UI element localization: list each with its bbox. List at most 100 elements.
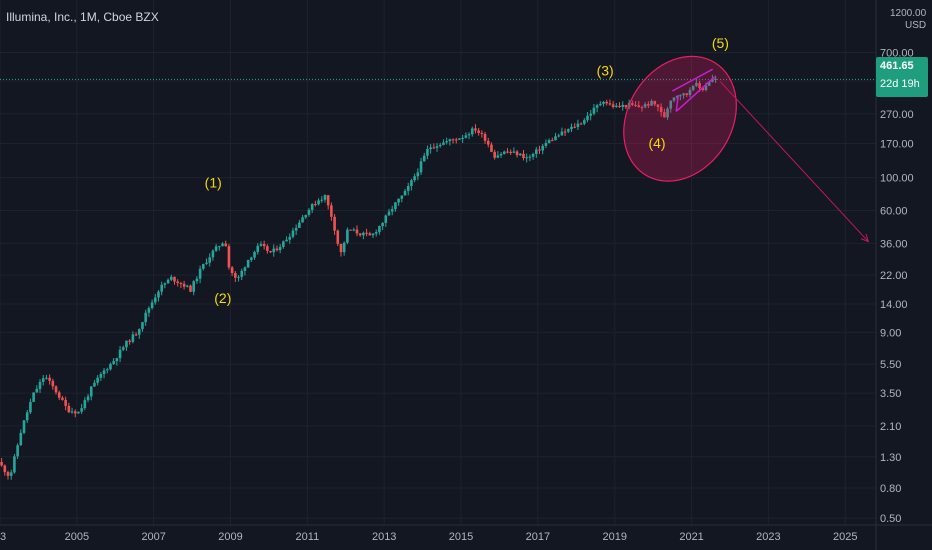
candle-body — [237, 276, 240, 278]
candle-body — [288, 236, 292, 240]
price-tick-label: 2.10 — [880, 421, 901, 433]
candle-body — [45, 377, 48, 379]
wedge-lower-line — [675, 76, 716, 113]
candle-body — [282, 241, 285, 247]
candle-body — [80, 408, 83, 412]
candle-body — [307, 209, 311, 215]
candle-body — [205, 262, 208, 264]
candle-body — [663, 112, 666, 118]
candle-body — [294, 227, 298, 231]
top-price-label: 1200.00 — [890, 8, 927, 19]
candle-body — [246, 259, 250, 268]
candle-body — [544, 142, 548, 146]
candle-body — [599, 103, 602, 106]
candle-body — [397, 198, 400, 203]
candle-body — [656, 104, 660, 107]
candle-body — [647, 104, 650, 106]
candle-body — [454, 139, 458, 141]
candle-body — [704, 85, 708, 91]
candle-body — [608, 103, 612, 105]
candle-body — [384, 215, 388, 223]
candle-body — [125, 340, 128, 348]
candle-body — [589, 113, 593, 116]
candle-body — [371, 233, 375, 236]
candle-body — [157, 291, 160, 298]
candle-body — [41, 378, 45, 382]
candle-body — [256, 245, 260, 252]
candle-body — [54, 386, 58, 393]
candle-body — [195, 278, 199, 282]
candle-body — [259, 244, 263, 246]
candle-body — [275, 248, 279, 251]
candle-body — [438, 144, 442, 147]
candle-body — [422, 155, 426, 162]
candle-body — [621, 104, 625, 107]
candle-body — [336, 230, 340, 244]
price-tick-label: 3.50 — [880, 388, 901, 400]
time-tick-label: 2025 — [833, 531, 857, 543]
time-tick-label: 2023 — [756, 531, 780, 543]
candle-body — [615, 105, 618, 107]
candle-body — [121, 347, 125, 350]
candle-body — [563, 131, 567, 133]
candle-body — [358, 233, 362, 236]
candle-body — [240, 270, 244, 277]
price-tick-label: 14.00 — [880, 299, 908, 311]
wave-label: (2) — [214, 290, 231, 306]
candle-body — [218, 246, 221, 248]
candle-body — [493, 151, 496, 158]
candle-body — [378, 226, 381, 233]
candle-body — [112, 361, 115, 364]
candle-body — [406, 186, 410, 191]
wave-label: (4) — [648, 135, 665, 151]
candle-body — [522, 153, 525, 159]
price-tick-label: 270.00 — [880, 109, 914, 121]
candle-body — [554, 136, 557, 141]
candle-body — [29, 401, 32, 413]
candle-body — [506, 151, 509, 153]
candle-body — [624, 104, 628, 108]
candle-body — [285, 239, 288, 242]
time-tick-label: 2005 — [65, 531, 89, 543]
candle-body — [605, 101, 609, 104]
wave-label: (5) — [712, 35, 729, 51]
candle-body — [416, 172, 420, 177]
candle-body — [352, 229, 356, 231]
candle-body — [672, 97, 676, 101]
candle-body — [189, 285, 192, 292]
candle-body — [470, 128, 474, 135]
candle-body — [16, 445, 19, 457]
candle-body — [518, 153, 522, 156]
candle-body — [105, 369, 109, 371]
price-axis[interactable]: 700.00450.00270.00170.00100.0060.0036.00… — [875, 0, 914, 550]
candle-body — [301, 217, 304, 223]
candle-body — [570, 126, 573, 130]
candle-body — [323, 195, 327, 200]
candle-body — [224, 243, 228, 247]
candle-body — [339, 243, 343, 253]
candle-body — [64, 399, 67, 406]
candle-body — [73, 411, 77, 414]
candle-body — [86, 396, 90, 401]
candle-body — [134, 334, 138, 336]
candle-body — [19, 432, 23, 446]
candle-body — [387, 211, 391, 216]
candle-body — [198, 268, 202, 279]
candle-body — [711, 79, 714, 82]
candle-body — [365, 232, 368, 234]
candle-body — [560, 131, 564, 136]
candle-body — [83, 400, 87, 409]
candle-body — [192, 281, 196, 292]
candle-body — [25, 412, 29, 421]
candle-body — [22, 420, 26, 433]
candle-body — [400, 195, 404, 199]
time-tick-label: 2013 — [372, 531, 396, 543]
candle-body — [61, 397, 64, 400]
candle-body — [451, 139, 455, 141]
candle-body — [243, 267, 247, 271]
time-axis[interactable]: 03 2005 2007 2009 2011 2013 2015 2017 2019 2021 20… — [0, 524, 932, 543]
candle-body — [685, 93, 689, 95]
candle-body — [298, 222, 301, 228]
candle-body — [592, 107, 596, 114]
